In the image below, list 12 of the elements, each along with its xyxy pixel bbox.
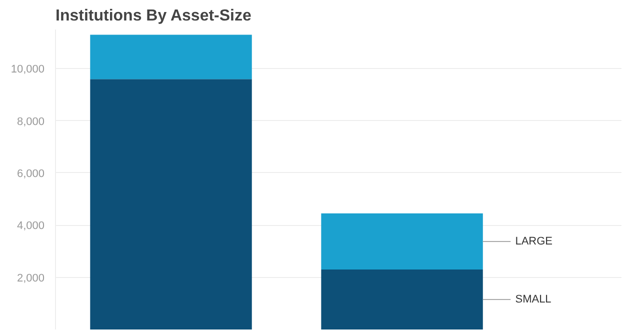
text: SMALL: [515, 294, 552, 306]
y-tick-label: 10,000: [10, 64, 45, 76]
chart-title: Institutions By Asset-Size: [56, 8, 252, 24]
y-tick-label: 6,000: [16, 168, 45, 180]
bar: [321, 270, 483, 330]
y-tick-label: 8,000: [16, 116, 45, 128]
text: LARGE: [515, 235, 553, 248]
y-tick-label: 4,000: [16, 220, 45, 232]
bar: [90, 79, 252, 330]
bar: [321, 213, 483, 270]
bar: [90, 34, 252, 80]
y-tick-label: 2,000: [16, 272, 45, 284]
